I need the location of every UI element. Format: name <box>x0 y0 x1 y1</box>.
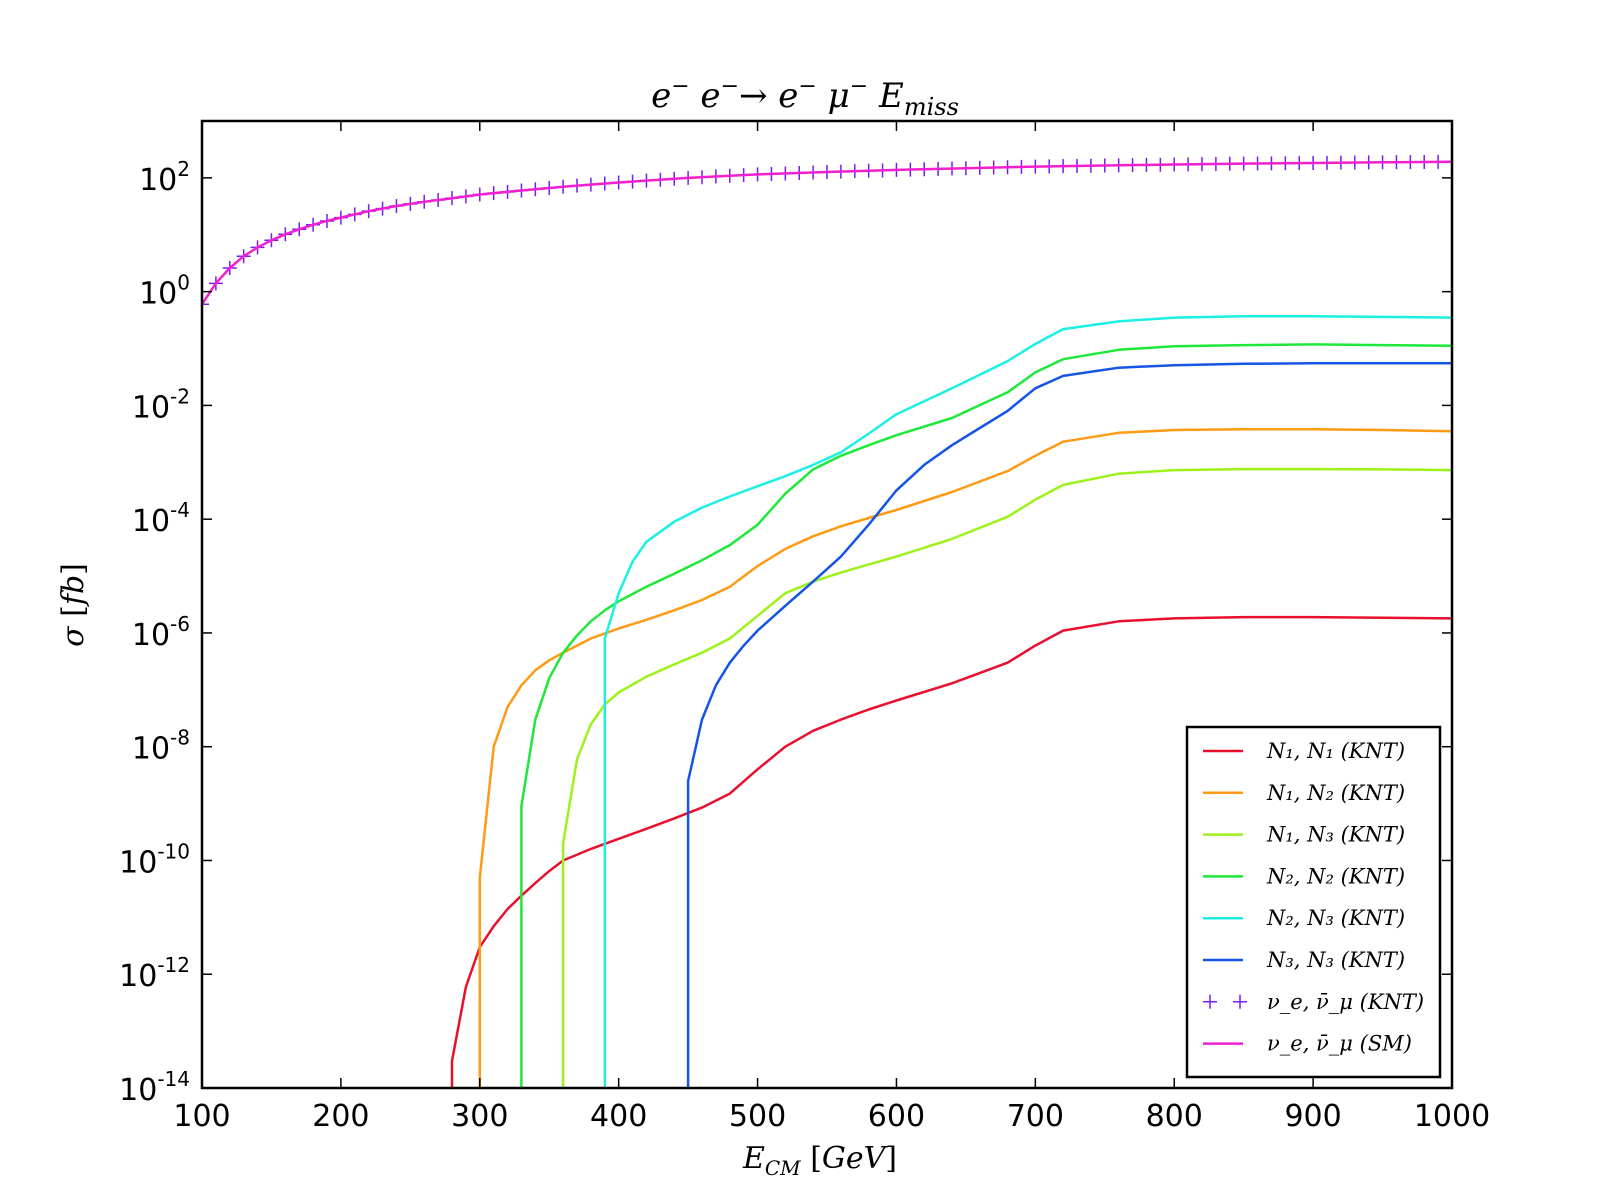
legend-label: N₂, N₂ (KNT) <box>1266 864 1405 888</box>
y-tick-label: 10-14 <box>119 1067 190 1108</box>
series-line <box>202 160 1452 305</box>
legend-label: N₁, N₂ (KNT) <box>1266 781 1405 805</box>
x-tick-label: 600 <box>868 1099 925 1134</box>
legend-item: ν_e, ν̄_μ (SM) <box>1203 1032 1412 1056</box>
x-tick-label: 800 <box>1146 1099 1203 1134</box>
x-tick-label: 300 <box>451 1099 508 1134</box>
x-axis-title: ECM [GeV] <box>742 1141 897 1180</box>
legend-item: N₃, N₃ (KNT) <box>1203 948 1405 972</box>
series-0 <box>450 615 1452 1088</box>
series-1 <box>478 428 1452 1088</box>
legend-item: N₁, N₃ (KNT) <box>1203 823 1405 847</box>
chart-title: e− e−→ e− μ− Emiss <box>651 74 959 121</box>
legend-marker <box>1203 994 1217 1009</box>
legend-box <box>1185 725 1442 1079</box>
x-tick-label: 700 <box>1007 1099 1064 1134</box>
series-line <box>561 467 1452 1088</box>
series-line <box>478 428 1452 1088</box>
legend-item: N₁, N₁ (KNT) <box>1203 739 1405 763</box>
legend-item: ν_e, ν̄_μ (KNT) <box>1203 990 1424 1014</box>
x-tick-label: 200 <box>312 1099 369 1134</box>
plot-frame <box>200 119 1454 1090</box>
x-tick-label: 1000 <box>1414 1099 1490 1134</box>
y-tick-label: 10-6 <box>132 612 190 653</box>
series-marker <box>202 297 209 312</box>
x-tick-label: 500 <box>729 1099 786 1134</box>
legend-item: N₁, N₂ (KNT) <box>1203 781 1405 805</box>
legend-label: N₃, N₃ (KNT) <box>1266 948 1405 972</box>
legend: N₁, N₁ (KNT) N₁, N₂ (KNT) N₁, N₃ (KNT) N₂, … <box>1185 725 1442 1079</box>
series-2 <box>561 467 1452 1088</box>
x-tick-label: 400 <box>590 1099 647 1134</box>
legend-label: N₂, N₃ (KNT) <box>1266 906 1405 930</box>
y-tick-label: 10-4 <box>132 498 190 539</box>
legend-item: N₂, N₃ (KNT) <box>1203 906 1405 930</box>
y-tick-label: 100 <box>139 271 190 312</box>
x-tick-label: 900 <box>1284 1099 1341 1134</box>
series-4 <box>603 314 1452 1088</box>
series-line <box>520 343 1452 1088</box>
y-tick-label: 10-10 <box>119 839 190 880</box>
legend-label: ν_e, ν̄_μ (KNT) <box>1267 990 1424 1014</box>
legend-item: N₂, N₂ (KNT) <box>1203 864 1405 888</box>
series-6 <box>202 154 1452 312</box>
x-tick-label: 100 <box>173 1099 230 1134</box>
y-tick-label: 10-8 <box>132 726 190 767</box>
legend-label: ν_e, ν̄_μ (SM) <box>1267 1032 1412 1056</box>
series-7 <box>202 160 1452 305</box>
legend-marker <box>1233 994 1247 1009</box>
series-line <box>603 314 1452 1088</box>
series-5 <box>686 362 1452 1088</box>
y-tick-label: 102 <box>139 157 190 198</box>
y-tick-label: 10-2 <box>132 384 190 425</box>
y-tick-label: 10-12 <box>119 953 190 994</box>
series-line <box>450 615 1452 1088</box>
series-line <box>686 362 1452 1088</box>
y-axis-title: σ [fb] <box>56 563 91 647</box>
series-3 <box>520 343 1452 1088</box>
legend-label: N₁, N₃ (KNT) <box>1266 823 1405 847</box>
legend-label: N₁, N₁ (KNT) <box>1266 739 1405 763</box>
